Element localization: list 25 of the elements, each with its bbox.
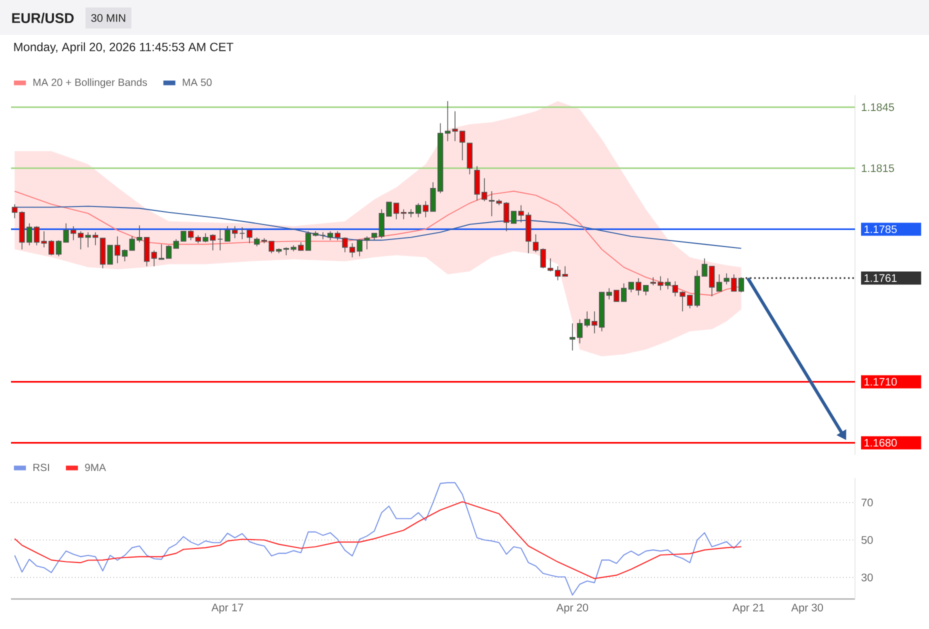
x-tick-label: Apr 21 (732, 604, 764, 614)
line-series (14, 501, 742, 580)
y-tick-label: 50 (861, 536, 873, 544)
legend-label: MA 50 (182, 78, 212, 86)
y-tick-label: 1.1761 (864, 274, 897, 282)
y-tick-label: 1.1785 (864, 225, 897, 234)
x-tick-label: Apr 30 (791, 604, 823, 614)
y-tick-label: 70 (862, 498, 873, 506)
legend-label: RSI (33, 464, 49, 472)
y-tick-label: 1.1680 (864, 438, 897, 447)
x-tick-label: Apr 20 (556, 604, 588, 614)
y-tick-label: 1.1815 (862, 164, 894, 172)
chart-title: EUR/USD (12, 12, 74, 24)
y-tick-label: 30 (861, 574, 873, 582)
y-tick-label: 1.1710 (864, 378, 897, 386)
chart-subtitle: Monday, April 20, 2026 11:45:53 AM CET (14, 42, 234, 54)
candlestick (217, 228, 223, 251)
candlestick (320, 232, 326, 240)
text: 30 MIN (91, 14, 126, 22)
candlestick (254, 236, 260, 247)
x-tick-label: Apr 17 (211, 604, 244, 614)
legend-label: 9MA (85, 464, 106, 472)
candlestick (540, 248, 546, 269)
legend-label: MA 20 + Bollinger Bands (33, 78, 147, 88)
y-tick-label: 1.1845 (862, 103, 894, 112)
